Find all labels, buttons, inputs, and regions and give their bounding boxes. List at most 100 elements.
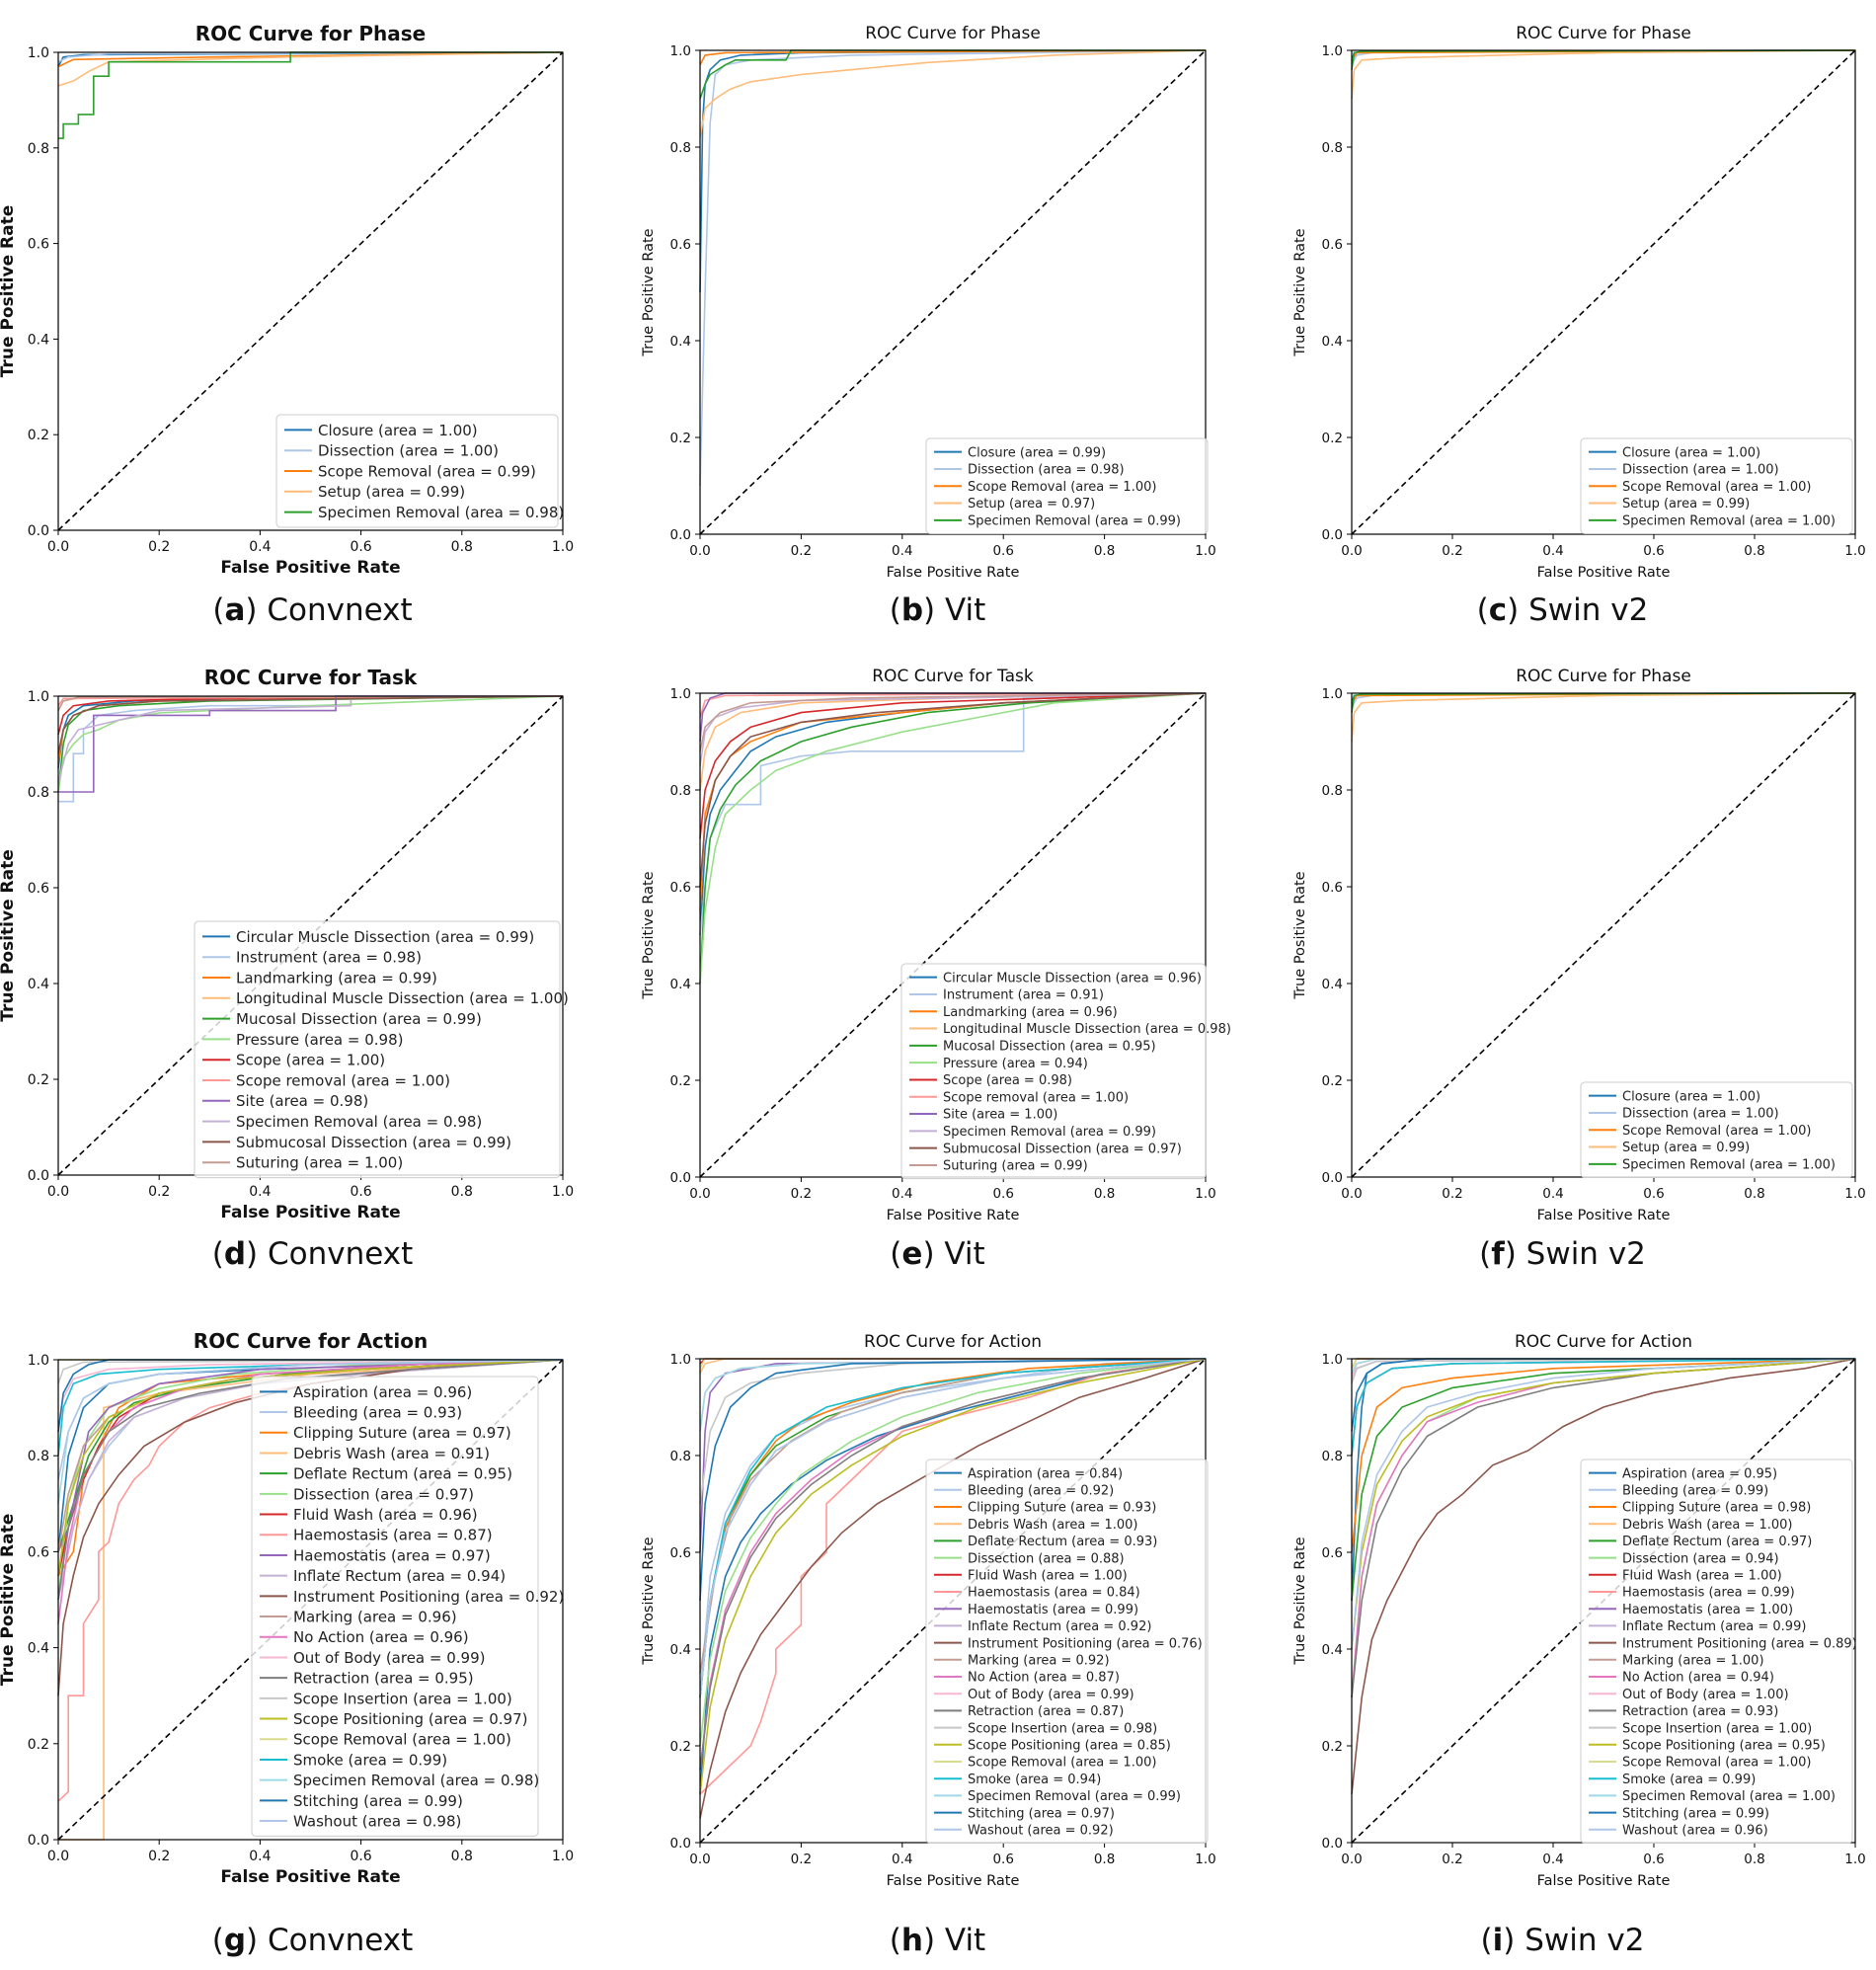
legend-entry-10: Inflate Rectum (area = 0.99) bbox=[1622, 1619, 1806, 1634]
roc-curve-10 bbox=[57, 695, 563, 783]
legend-entry-16: Scope Insertion (area = 0.98) bbox=[968, 1721, 1157, 1736]
caption-b: (b) Vit bbox=[889, 592, 986, 628]
legend-entry-12: Marking (area = 0.92) bbox=[968, 1653, 1110, 1668]
legend-entry-13: No Action (area = 0.94) bbox=[1622, 1671, 1774, 1686]
x-tick-label: 0.4 bbox=[249, 1184, 271, 1200]
legend-entry-5: Mucosal Dissection (area = 0.99) bbox=[236, 1010, 482, 1028]
y-tick-label: 0.4 bbox=[28, 332, 49, 348]
y-tick-label: 0.6 bbox=[670, 880, 691, 896]
y-tick-label: 0.6 bbox=[1322, 237, 1343, 253]
legend-entry-20: Specimen Removal (area = 1.00) bbox=[1622, 1789, 1836, 1804]
legend-entry-1: Closure (area = 1.00) bbox=[1622, 1089, 1760, 1104]
legend-entry-22: Washout (area = 0.92) bbox=[968, 1823, 1114, 1838]
x-tick-label: 0.4 bbox=[892, 543, 912, 559]
legend-entry-1: Circular Muscle Dissection (area = 0.96) bbox=[943, 971, 1202, 985]
legend-entry-11: Instrument Positioning (area = 0.89) bbox=[1622, 1636, 1857, 1651]
legend-entry-11: Submucosal Dissection (area = 0.97) bbox=[943, 1142, 1182, 1156]
legend-entry-10: Specimen Removal (area = 0.98) bbox=[236, 1113, 482, 1131]
legend-entry-3: Clipping Suture (area = 0.97) bbox=[293, 1424, 511, 1442]
x-tick-label: 1.0 bbox=[1195, 543, 1215, 559]
legend-entry-20: Specimen Removal (area = 0.99) bbox=[968, 1789, 1181, 1804]
y-tick-label: 0.4 bbox=[670, 977, 691, 992]
x-tick-label: 0.8 bbox=[1744, 543, 1764, 559]
roc-curve-7 bbox=[699, 692, 1207, 839]
x-tick-label: 0.8 bbox=[451, 539, 473, 555]
legend-entry-21: Stitching (area = 0.97) bbox=[968, 1806, 1115, 1821]
legend-entry-9: Haemostatis (area = 0.97) bbox=[293, 1546, 491, 1564]
y-tick-label: 0.0 bbox=[28, 1168, 49, 1184]
legend-entry-8: Haemostasis (area = 0.99) bbox=[1622, 1586, 1795, 1601]
caption-text: Vit bbox=[935, 1923, 986, 1958]
y-tick-label: 0.0 bbox=[1322, 1836, 1343, 1852]
x-tick-label: 0.2 bbox=[148, 539, 170, 555]
legend-entry-4: Setup (area = 0.97) bbox=[968, 497, 1095, 512]
legend-entry-21: Stitching (area = 0.99) bbox=[293, 1792, 463, 1810]
y-tick-label: 0.2 bbox=[1322, 431, 1343, 446]
caption-i: (i) Swin v2 bbox=[1480, 1923, 1645, 1958]
panel-i-swin-action: ROC Curve for Action 0.0 0.0 0.2 0.2 0.4 0.4 0.… bbox=[1250, 1308, 1875, 1965]
legend-entry-11: Submucosal Dissection (area = 0.99) bbox=[236, 1134, 511, 1151]
roc-curve-8 bbox=[699, 1358, 1207, 1795]
x-tick-label: 0.8 bbox=[451, 1184, 473, 1200]
legend-entry-7: Scope (area = 1.00) bbox=[236, 1052, 385, 1069]
x-tick-label: 0.2 bbox=[1442, 1852, 1462, 1867]
legend-entry-9: Site (area = 1.00) bbox=[943, 1108, 1057, 1123]
legend-entry-1: Closure (area = 1.00) bbox=[318, 422, 478, 439]
legend-entry-14: Out of Body (area = 1.00) bbox=[1622, 1688, 1789, 1702]
roc-chart-h: ROC Curve for Action 0.00.0 0.2 0.2 0.4 0.4 0.… bbox=[641, 1332, 1216, 1889]
x-tick-label: 0.6 bbox=[1643, 543, 1664, 559]
caption-letter: d bbox=[223, 1236, 247, 1272]
x-tick-label: 0.6 bbox=[992, 1852, 1013, 1867]
x-tick-label: 0.2 bbox=[791, 1186, 812, 1202]
legend-entry-3: Landmarking (area = 0.96) bbox=[943, 1005, 1118, 1020]
y-tick-label: 0.6 bbox=[28, 881, 49, 897]
roc-chart-c: ROC Curve for Phase 0.00.0 0.2 0.2 0.4 0.4 0.6… bbox=[1292, 24, 1866, 581]
caption-letter: a bbox=[224, 592, 246, 628]
y-tick-label: 0.0 bbox=[28, 523, 49, 539]
legend-entry-2: Dissection (area = 1.00) bbox=[1622, 463, 1779, 478]
y-axis-label: True Positive Rate bbox=[0, 1514, 18, 1686]
roc-curve-11 bbox=[699, 1358, 1207, 1819]
roc-curve-15 bbox=[57, 1359, 564, 1601]
y-tick-label: 0.4 bbox=[670, 334, 691, 350]
y-tick-label: 1.0 bbox=[670, 1352, 691, 1368]
x-tick-label: 0.8 bbox=[451, 1849, 473, 1864]
roc-curve-8 bbox=[699, 692, 1207, 718]
legend-entry-14: Out of Body (area = 0.99) bbox=[293, 1649, 485, 1667]
legend-entry-8: Scope removal (area = 1.00) bbox=[236, 1071, 450, 1089]
plot-frame bbox=[57, 51, 564, 531]
x-tick-label: 0.0 bbox=[689, 1852, 710, 1867]
y-tick-label: 1.0 bbox=[28, 689, 49, 705]
x-tick-label: 0.8 bbox=[1094, 1186, 1115, 1202]
legend-entry-22: Washout (area = 0.98) bbox=[293, 1812, 461, 1830]
roc-curve-2 bbox=[58, 695, 563, 803]
legend-entry-5: Mucosal Dissection (area = 0.95) bbox=[943, 1040, 1156, 1055]
roc-curve-11 bbox=[699, 692, 1207, 888]
legend-entry-19: Smoke (area = 0.99) bbox=[1622, 1773, 1756, 1787]
roc-curve-3 bbox=[699, 692, 1207, 911]
y-tick-label: 0.6 bbox=[28, 1544, 49, 1560]
panel-c-swin-phase: ROC Curve for Phase 0.0 0.0 0.2 0.2 0.4 0.4 0.6… bbox=[1250, 0, 1875, 657]
chart-title: ROC Curve for Task bbox=[872, 667, 1034, 686]
caption-text: Convnext bbox=[258, 1236, 414, 1272]
y-tick-label: 0.8 bbox=[28, 785, 49, 801]
legend-entry-20: Specimen Removal (area = 0.98) bbox=[293, 1772, 539, 1789]
x-tick-label: 0.4 bbox=[892, 1852, 912, 1867]
roc-chart-d: ROC Curve for Task 0.00.0 0.2 0.2 0.4 0.4 0.6 0… bbox=[0, 666, 574, 1222]
legend-entry-13: No Action (area = 0.96) bbox=[293, 1628, 469, 1646]
x-tick-label: 0.0 bbox=[1341, 1852, 1362, 1867]
legend-entry-17: Scope Positioning (area = 0.95) bbox=[1622, 1738, 1826, 1753]
chart-title: ROC Curve for Phase bbox=[1516, 24, 1691, 43]
legend-entry-5: Specimen Removal (area = 1.00) bbox=[1622, 1158, 1836, 1173]
roc-curve-4 bbox=[1351, 692, 1856, 743]
roc-curve-22 bbox=[57, 1359, 564, 1480]
x-axis-label: False Positive Rate bbox=[887, 565, 1020, 581]
legend-entry-9: Site (area = 0.98) bbox=[236, 1092, 368, 1110]
caption-letter: h bbox=[900, 1923, 923, 1958]
x-tick-label: 0.8 bbox=[1094, 543, 1115, 559]
roc-curve-3 bbox=[1351, 1358, 1856, 1553]
x-tick-label: 0.0 bbox=[1341, 1186, 1362, 1202]
legend-entry-4: Setup (area = 0.99) bbox=[318, 483, 465, 501]
roc-chart-a: ROC Curve for Phase 0.00.0 0.2 0.2 0.4 0.4 0.6… bbox=[0, 22, 574, 578]
legend-entry-11: Instrument Positioning (area = 0.76) bbox=[968, 1636, 1203, 1651]
